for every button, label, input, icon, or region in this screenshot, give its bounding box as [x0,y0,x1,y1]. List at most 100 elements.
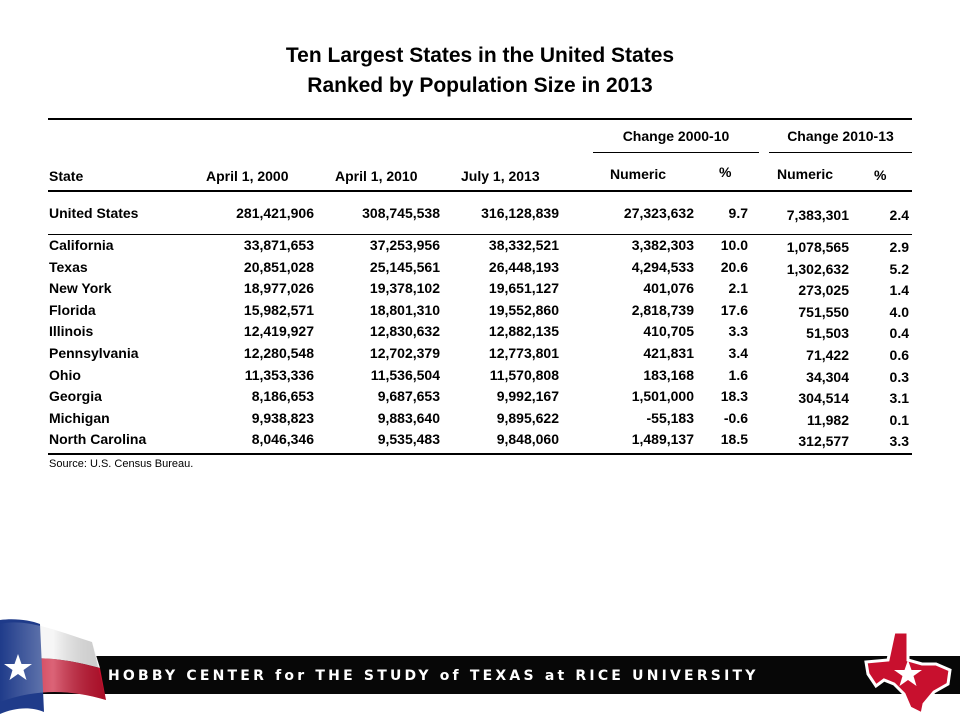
cell-pct-2000-10: 10.0 [720,237,748,253]
cell-state: Florida [49,301,96,318]
cell-num-2000-10: 183,168 [643,366,694,383]
texas-shape-star-icon [864,630,952,716]
us-july-2013: 316,128,839 [481,205,559,221]
cell-april-2000: 33,871,653 [243,237,314,253]
cell-april-2000: 15,982,571 [243,301,314,318]
header-numeric-2000-10: Numeric [610,166,667,182]
cell-num-2010-13: 34,304 [806,368,849,385]
cell-pct-2000-10: 3.4 [728,345,748,361]
cell-state: New York [49,280,112,297]
group-rule-2010-13 [769,152,912,153]
header-state: State [49,168,84,184]
us-april-2010: 308,745,538 [362,205,440,221]
cell-pct-2000-10: 2.1 [728,280,748,297]
us-pct-2000-10: 9.7 [728,205,748,221]
cell-state: Texas [49,258,88,275]
header-july-2013: July 1, 2013 [461,168,540,184]
cell-num-2000-10: 1,501,000 [631,388,694,405]
cell-april-2000: 9,938,823 [251,409,314,426]
cell-april-2000: 12,280,548 [243,345,314,361]
cell-pct-2000-10: 17.6 [720,301,748,318]
cell-pct-2010-13: 4.0 [889,303,909,320]
cell-state: Michigan [49,409,110,426]
us-row-bottom-rule [48,234,912,235]
cell-pct-2010-13: 1.4 [889,282,909,299]
cell-april-2000: 12,419,927 [243,323,314,340]
cell-num-2010-13: 11,982 [806,411,849,428]
cell-num-2010-13: 1,078,565 [786,239,849,255]
cell-pct-2000-10: 20.6 [720,258,748,275]
cell-april-2010: 12,702,379 [369,345,440,361]
cell-num-2000-10: -55,183 [646,409,694,426]
cell-num-2010-13: 71,422 [806,347,849,363]
cell-num-2000-10: 401,076 [643,280,694,297]
cell-num-2010-13: 51,503 [806,325,849,342]
cell-num-2000-10: 2,818,739 [631,301,694,318]
cell-num-2010-13: 312,577 [798,433,849,450]
page-title-line2: Ranked by Population Size in 2013 [307,74,653,97]
cell-july-2013: 19,651,127 [488,280,559,297]
header-april-2010: April 1, 2010 [335,168,418,184]
cell-pct-2010-13: 0.6 [889,347,909,363]
cell-pct-2000-10: 1.6 [728,366,748,383]
footer-banner [0,656,960,694]
cell-april-2010: 37,253,956 [369,237,440,253]
cell-july-2013: 26,448,193 [488,258,559,275]
group-rule-2000-10 [593,152,759,153]
cell-num-2000-10: 421,831 [643,345,694,361]
cell-state: Ohio [49,366,81,383]
cell-num-2000-10: 410,705 [643,323,694,340]
us-num-2000-10: 27,323,632 [623,205,694,221]
banner-text: HOBBY CENTER for THE STUDY of TEXAS at R… [108,668,759,684]
cell-state: California [49,237,114,253]
cell-april-2000: 8,046,346 [251,431,314,448]
cell-num-2000-10: 1,489,137 [631,431,694,448]
cell-april-2000: 20,851,028 [243,258,314,275]
cell-april-2010: 9,687,653 [377,388,440,405]
cell-april-2010: 25,145,561 [369,258,440,275]
us-state: United States [49,205,139,221]
us-april-2000: 281,421,906 [236,205,314,221]
header-pct-2010-13: % [874,167,887,183]
cell-april-2010: 9,535,483 [377,431,440,448]
cell-pct-2010-13: 3.3 [889,433,909,450]
cell-april-2000: 18,977,026 [243,280,314,297]
header-change-2000-10: Change 2000-10 [622,128,730,144]
cell-july-2013: 11,570,808 [489,366,559,383]
cell-pct-2000-10: 18.5 [720,431,748,448]
cell-pct-2000-10: -0.6 [723,409,748,426]
cell-pct-2010-13: 0.4 [889,325,909,342]
cell-pct-2010-13: 3.1 [889,390,909,407]
cell-pct-2010-13: 2.9 [889,239,909,255]
cell-pct-2000-10: 3.3 [728,323,748,340]
cell-pct-2010-13: 5.2 [889,260,909,277]
cell-num-2010-13: 304,514 [798,390,849,407]
cell-april-2010: 18,801,310 [369,301,440,318]
cell-state: Pennsylvania [49,345,139,361]
table-bottom-rule [48,453,912,455]
cell-july-2013: 12,882,135 [488,323,559,340]
cell-july-2013: 9,848,060 [496,431,559,448]
cell-april-2010: 12,830,632 [369,323,440,340]
cell-state: Illinois [49,323,94,340]
cell-pct-2010-13: 0.1 [889,411,909,428]
cell-april-2010: 11,536,504 [370,366,440,383]
cell-state: Georgia [49,388,102,405]
header-change-2010-13: Change 2010-13 [787,128,894,144]
header-numeric-2010-13: Numeric [777,166,834,182]
cell-july-2013: 9,895,622 [496,409,559,426]
us-pct-2010-13: 2.4 [889,207,909,223]
cell-num-2010-13: 1,302,632 [786,260,849,277]
cell-num-2010-13: 751,550 [798,303,849,320]
cell-april-2010: 9,883,640 [377,409,440,426]
cell-num-2000-10: 3,382,303 [631,237,694,253]
cell-july-2013: 38,332,521 [488,237,559,253]
texas-flag-icon [0,619,106,714]
cell-july-2013: 12,773,801 [488,345,559,361]
cell-april-2000: 11,353,336 [244,366,314,383]
cell-pct-2000-10: 18.3 [720,388,748,405]
us-num-2010-13: 7,383,301 [786,207,849,223]
cell-april-2000: 8,186,653 [251,388,314,405]
cell-num-2010-13: 273,025 [798,282,849,299]
cell-july-2013: 19,552,860 [488,301,559,318]
